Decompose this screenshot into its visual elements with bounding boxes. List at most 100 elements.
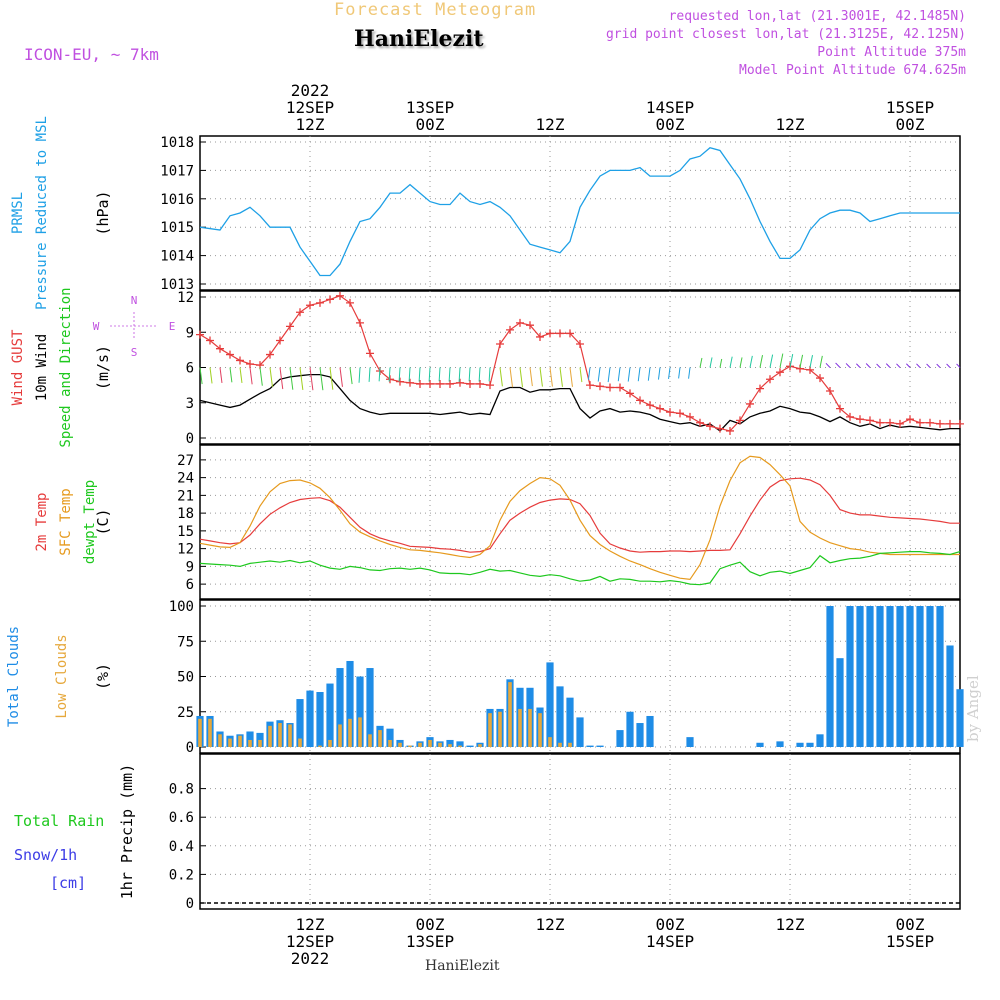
low-clouds-bar xyxy=(378,730,382,747)
wind-gust-marker xyxy=(636,396,644,405)
total-clouds-bar xyxy=(856,606,864,747)
low-clouds-bar xyxy=(198,718,202,747)
wind-gust-marker xyxy=(266,350,274,359)
wind-direction-arrow xyxy=(956,363,961,368)
total-clouds-bar xyxy=(546,662,554,747)
pressure-unit-label: (hPa) xyxy=(94,190,112,235)
wind-gust-marker xyxy=(896,419,904,428)
clouds-ytick-label: 75 xyxy=(177,634,194,650)
low-clouds-bar xyxy=(408,745,412,747)
footer-station: HaniElezit xyxy=(425,958,500,974)
wind-gust-marker xyxy=(306,301,314,310)
low-clouds-bar xyxy=(358,717,362,747)
total-clouds-bar xyxy=(916,606,924,747)
wind-direction-arrow xyxy=(239,367,243,383)
wind-direction-arrow xyxy=(876,363,881,368)
total-clouds-bar xyxy=(466,745,474,747)
temperature-unit-label: (C) xyxy=(94,508,112,535)
wind-gust-marker xyxy=(496,340,504,348)
wind-direction-arrow xyxy=(388,367,391,382)
wind-gust-marker xyxy=(956,419,964,428)
wind-ytick-label: 0 xyxy=(186,431,194,447)
wind-direction-arrow xyxy=(309,367,314,391)
wind-direction-arrow xyxy=(229,367,233,383)
temp-dewpt-line xyxy=(199,550,961,586)
precip-unit-label: 1hr Precip (mm) xyxy=(118,764,136,899)
low-clouds-bar xyxy=(488,713,492,747)
wind-gust-marker xyxy=(696,418,704,427)
bottom-time-label: 12Z xyxy=(536,915,565,934)
precip-ytick-label: 0.6 xyxy=(169,810,194,826)
wind-direction-arrow xyxy=(349,367,353,385)
precip-ytick-label: 0.4 xyxy=(169,839,194,855)
wind-direction-arrow xyxy=(398,367,401,382)
low-clouds-bar xyxy=(518,708,522,747)
wind-direction-arrow xyxy=(936,363,941,368)
low-clouds-bar xyxy=(428,739,432,747)
wind-direction-arrow xyxy=(946,363,951,368)
top-time-label: 12SEP xyxy=(286,98,334,117)
temperature-ytick-label: 6 xyxy=(186,577,194,593)
wind-gust-marker xyxy=(826,387,834,395)
wind-gust-marker xyxy=(876,418,884,427)
wind-direction-arrow xyxy=(699,357,703,368)
requested-coords: requested lon,lat (21.3001E, 42.1485N) xyxy=(668,9,966,24)
chart-title: Forecast Meteogram xyxy=(334,0,537,20)
pressure-ytick-label: 1013 xyxy=(160,277,194,293)
wind-gust-marker xyxy=(386,375,394,384)
low-clouds-bar xyxy=(348,718,352,747)
wind-direction-arrow xyxy=(219,367,223,383)
low-clouds-bar xyxy=(248,739,252,747)
total-clouds-bar xyxy=(876,606,884,747)
precip-ytick-label: 0.8 xyxy=(169,782,194,798)
total-clouds-bar xyxy=(576,717,584,747)
low-clouds-bar xyxy=(418,742,422,747)
wind-direction-arrow xyxy=(519,367,523,388)
clouds-panel: 0 25 50 75 100 Total Clouds Low Clouds (%) xyxy=(6,599,964,756)
wind-direction-arrow xyxy=(499,367,503,387)
wind-gust-marker xyxy=(776,368,784,377)
wind-direction-arrow xyxy=(617,367,621,382)
wind-direction-arrow xyxy=(289,367,294,390)
wind-direction-arrow xyxy=(428,367,431,382)
wind-gust-marker xyxy=(586,381,594,390)
wind-ytick-label: 6 xyxy=(186,361,194,377)
wind-direction-arrow xyxy=(269,367,273,387)
wind-gust-marker xyxy=(216,344,224,353)
wind-gust-marker xyxy=(736,416,744,425)
total-clouds-bar xyxy=(896,606,904,747)
low-clouds-bar xyxy=(388,739,392,747)
precip-panel: 0 0.2 0.4 0.6 0.8 Total Rain Snow/1h [cm] 1hr Pr… xyxy=(14,753,961,912)
wind-gust-marker xyxy=(296,308,304,317)
low-clouds-bar xyxy=(218,734,222,747)
temperature-frame xyxy=(199,444,961,600)
wind-gust-marker xyxy=(346,298,354,307)
low-clouds-bar xyxy=(288,724,292,747)
wind-gust-marker xyxy=(476,379,484,388)
wind-gust-marker xyxy=(926,418,934,427)
wind-panel: 0 3 6 9 12 Wind GUST 10m Wind Speed and Directi… xyxy=(10,287,964,448)
bottom-time-label: 13SEP xyxy=(406,932,454,951)
low-clouds-bar xyxy=(448,744,452,747)
wind-direction-arrow xyxy=(845,363,851,368)
wind-gust-marker xyxy=(906,415,914,424)
temperature-side-label: SFC Temp xyxy=(58,488,74,555)
wind-direction-arrow xyxy=(478,367,481,382)
wind-gust-marker xyxy=(416,379,424,388)
pressure-frame xyxy=(199,135,961,291)
wind-gust-marker xyxy=(686,412,694,421)
top-time-label: 12Z xyxy=(776,115,805,134)
pressure-ytick-label: 1015 xyxy=(160,220,194,236)
wind-direction-arrow xyxy=(299,367,304,391)
top-time-label: 15SEP xyxy=(886,98,934,117)
wind-ytick-label: 3 xyxy=(186,396,194,412)
wind-direction-arrow xyxy=(329,367,334,390)
wind-gust-marker xyxy=(766,375,774,384)
total-clouds-bar xyxy=(366,668,374,747)
wind-direction-arrow xyxy=(438,367,441,382)
wind-direction-arrow xyxy=(529,367,533,387)
wind-direction-arrow xyxy=(408,367,411,382)
wind-gust-marker xyxy=(916,418,924,427)
wind-direction-arrow xyxy=(647,367,651,381)
